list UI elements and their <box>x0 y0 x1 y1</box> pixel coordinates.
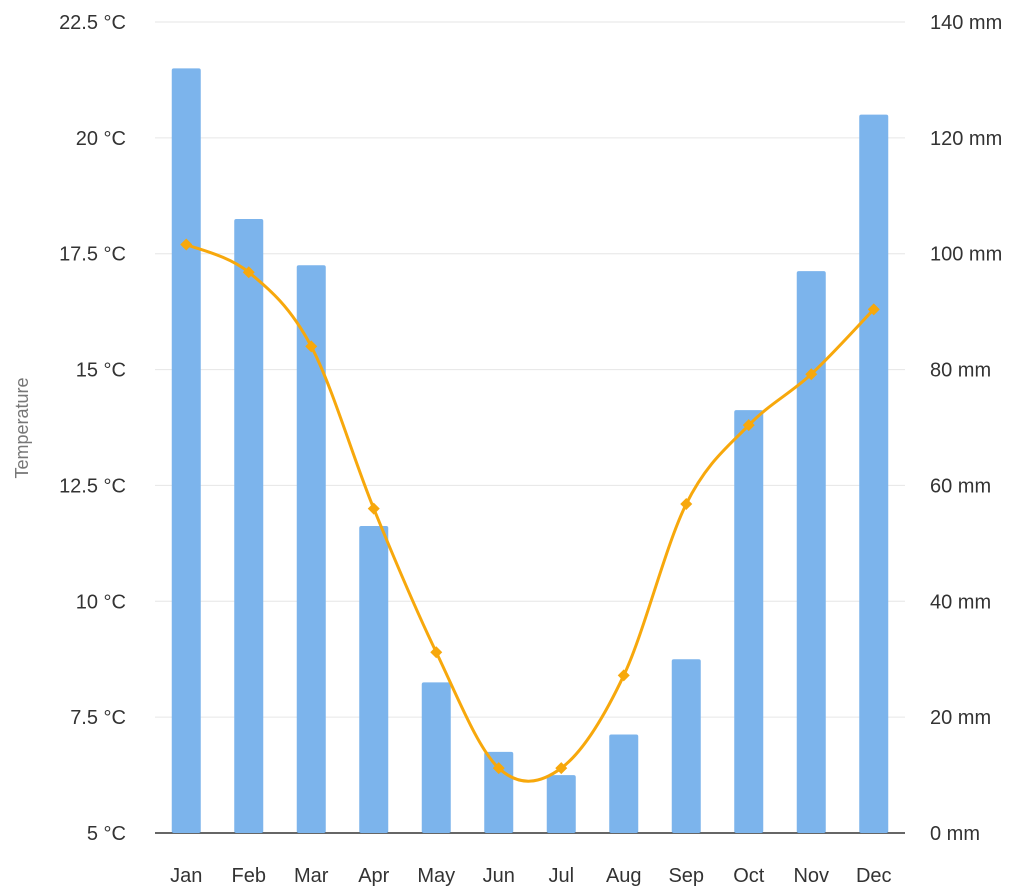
left-tick-label: 5 °C <box>87 823 126 845</box>
temperature-point <box>492 762 505 775</box>
temperature-point <box>805 368 818 381</box>
left-tick-label: 20 °C <box>76 128 126 150</box>
precipitation-bar <box>234 218 264 833</box>
x-tick-label: Oct <box>733 865 765 887</box>
right-tick-label: 60 mm <box>930 475 991 497</box>
x-tick-label: Mar <box>294 865 329 887</box>
precipitation-bar <box>859 114 889 833</box>
temperature-point <box>867 303 880 316</box>
temperature-point <box>305 340 318 353</box>
right-tick-label: 140 mm <box>930 12 1002 34</box>
left-tick-label: 17.5 °C <box>59 244 126 266</box>
temperature-point <box>180 238 193 251</box>
precipitation-bar <box>296 265 326 833</box>
temperature-line <box>185 243 875 783</box>
y-axis-title: Temperature <box>12 377 32 478</box>
right-axis-ticks: 0 mm 20 mm 40 mm 60 mm 80 mm 100 mm 120 mm 140 … <box>930 12 1002 845</box>
temperature-point <box>367 502 380 515</box>
x-tick-label: Sep <box>668 865 704 887</box>
temperature-point <box>742 419 755 432</box>
temperature-point <box>430 646 443 659</box>
x-tick-label: Aug <box>606 865 642 887</box>
x-axis-ticks: Jan Feb Mar Apr May Jun Jul Aug Sep Oct Nov Dec <box>170 865 891 887</box>
x-tick-label: Jul <box>548 865 574 887</box>
precipitation-bar <box>609 734 639 833</box>
temperature-point <box>617 669 630 682</box>
x-tick-label: Jun <box>483 865 515 887</box>
left-tick-label: 10 °C <box>76 591 126 613</box>
x-tick-label: Feb <box>232 865 266 887</box>
precipitation-bar <box>359 525 389 833</box>
x-tick-label: Apr <box>358 865 389 887</box>
temperature-line-layer <box>185 243 875 783</box>
precipitation-bar <box>671 659 701 833</box>
temperature-point <box>555 762 568 775</box>
temperature-point <box>680 497 693 510</box>
right-tick-label: 0 mm <box>930 823 980 845</box>
right-tick-label: 40 mm <box>930 591 991 613</box>
x-tick-label: Nov <box>793 865 829 887</box>
right-tick-label: 120 mm <box>930 128 1002 150</box>
left-axis-ticks: 5 °C 7.5 °C 10 °C 12.5 °C 15 °C 17.5 °C 20 °C 2… <box>59 12 126 845</box>
precipitation-bar <box>546 775 576 833</box>
left-tick-label: 12.5 °C <box>59 475 126 497</box>
x-tick-label: May <box>417 865 455 887</box>
left-tick-label: 15 °C <box>76 360 126 382</box>
gridlines <box>155 21 905 834</box>
precipitation-bar <box>421 682 451 833</box>
left-tick-label: 7.5 °C <box>70 707 126 729</box>
temperature-point <box>242 266 255 279</box>
x-tick-label: Jan <box>170 865 202 887</box>
right-tick-label: 20 mm <box>930 707 991 729</box>
precipitation-bars <box>171 68 889 834</box>
precipitation-bar <box>171 68 201 834</box>
precipitation-bar <box>734 410 764 833</box>
right-tick-label: 100 mm <box>930 244 1002 266</box>
left-tick-label: 22.5 °C <box>59 12 126 34</box>
precipitation-bar <box>796 271 826 833</box>
x-tick-label: Dec <box>856 865 892 887</box>
temperature-markers <box>180 238 880 775</box>
right-tick-label: 80 mm <box>930 360 991 382</box>
